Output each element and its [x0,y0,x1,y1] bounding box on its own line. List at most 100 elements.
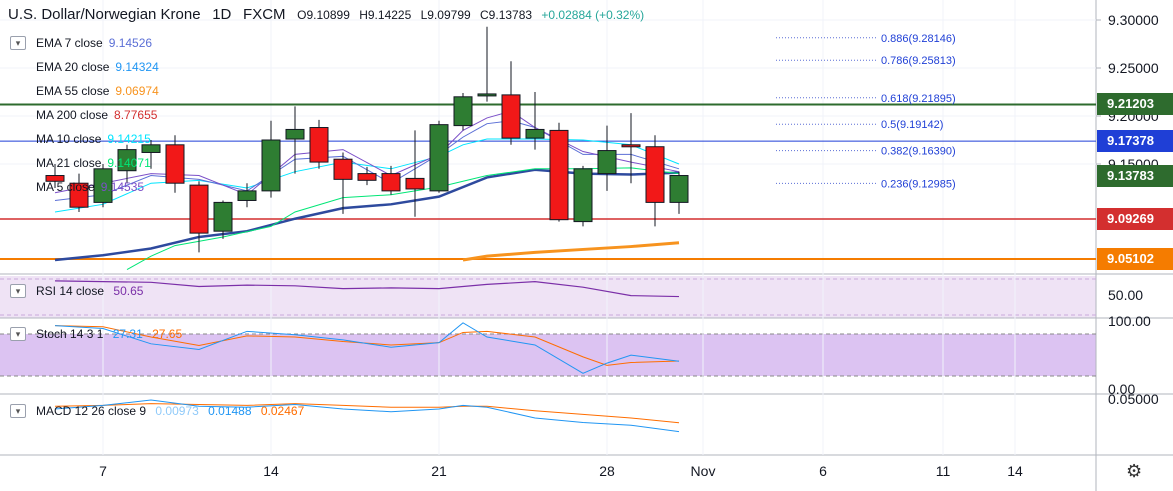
legend-label: MA 5 close [36,180,95,194]
fib-label: 0.886(9.28146) [881,33,956,45]
candle-body [117,149,137,172]
legend-value: 9.14526 [108,36,153,50]
candle-body [597,150,617,175]
candle-body [477,93,497,97]
legend-item[interactable]: MA 200 close 8.77655 [36,108,157,122]
rsi-band [0,276,1096,318]
legend-item[interactable]: MA 5 close 9.14535 [36,180,144,194]
candle-body [453,96,473,127]
price-tick-label: 9.25000 [1108,60,1159,76]
fib-label: 0.236(9.12985) [881,178,956,190]
data-source: FXCM [243,6,286,23]
stoch-label[interactable]: Stoch 14 3 1 27.31 27.65 [36,327,182,341]
candle-body [165,144,185,184]
close-value: C9.13783 [480,8,533,22]
candle-body [357,173,377,181]
stoch-k-value: 27.31 [112,327,143,341]
x-tick-label: 14 [1007,463,1023,479]
candle-body [549,129,569,221]
macd-signal-line [54,403,680,424]
rsi-title: RSI 14 close [36,284,105,298]
legend-value: 9.14324 [115,60,159,74]
price-tag: 9.05102 [1097,248,1173,271]
legend-label: MA 10 close [36,132,102,146]
macd-title: MACD 12 26 close 9 [36,404,147,418]
legend-value: 9.14535 [100,180,145,194]
fib-label: 0.618(9.21895) [881,93,956,105]
legend-value: 8.77655 [114,108,158,122]
legend-label: MA 200 close [36,108,109,122]
candle-body [573,168,593,223]
fib-label: 0.5(9.19142) [881,119,943,131]
candle-body [333,158,353,180]
stoch-title: Stoch 14 3 1 [36,327,104,341]
x-tick-label: 6 [819,463,827,479]
legend-label: EMA 20 close [36,60,110,74]
fib-label: 0.382(9.16390) [881,146,956,158]
ma-line [462,241,680,262]
candle-body [381,173,401,192]
legend-collapse-icon[interactable]: ▾ [10,36,26,50]
candle-body [525,128,545,139]
macd-label[interactable]: MACD 12 26 close 9 0.00973 0.01488 0.024… [36,404,304,418]
legend-item[interactable]: MA 21 close 9.14071 [36,156,151,170]
candle-body [237,190,257,201]
candle-body [669,175,689,203]
macd-line-value: 0.01488 [208,404,252,418]
x-tick-label: Nov [691,463,716,479]
candle-body [69,182,89,208]
symbol-name: U.S. Dollar/Norwegian Krone [8,6,201,23]
candle-body [309,127,329,163]
macd-collapse-icon[interactable]: ▾ [10,404,26,418]
stoch-tick-label: 100.00 [1108,313,1151,329]
candle-body [285,128,305,140]
x-tick-label: 21 [431,463,447,479]
interval[interactable]: 1D [212,6,232,23]
x-tick-label: 28 [599,463,615,479]
legend-item[interactable]: MA 10 close 9.14215 [36,132,151,146]
legend-value: 9.14215 [107,132,151,146]
candle-body [429,124,449,192]
candle-body [93,168,113,203]
x-tick-label: 14 [263,463,279,479]
x-tick-label: 7 [99,463,107,479]
chart-header: U.S. Dollar/Norwegian Krone 1D FXCM O9.1… [8,6,650,23]
candle-body [261,139,281,192]
settings-gear-icon[interactable]: ⚙ [1126,461,1143,481]
candle-body [141,144,161,153]
price-tag: 9.13783 [1097,164,1173,187]
macd-hist-value: 0.00973 [155,404,199,418]
price-tag: 9.21203 [1097,93,1173,116]
price-tag: 9.09269 [1097,208,1173,231]
legend-item[interactable]: EMA 7 close 9.14526 [36,36,152,50]
rsi-label[interactable]: RSI 14 close 50.65 [36,284,143,298]
stoch-collapse-icon[interactable]: ▾ [10,327,26,341]
high-value: H9.14225 [359,8,412,22]
candle-body [645,146,665,203]
stoch-d-value: 27.65 [152,327,183,341]
price-tick-label: 9.30000 [1108,12,1159,28]
legend-value: 9.06974 [115,84,159,98]
candle-body [621,144,641,148]
ohlc-readout: O9.10899 H9.14225 L9.09799 C9.13783 +0.0… [297,8,650,22]
candle-body [213,201,233,232]
stoch-d-line [54,325,680,366]
candle-body [501,94,521,139]
stoch-k-line [54,322,680,374]
legend-item[interactable]: EMA 55 close 9.06974 [36,84,159,98]
rsi-value: 50.65 [113,284,144,298]
legend-label: EMA 7 close [36,36,103,50]
rsi-tick-label: 50.00 [1108,287,1143,303]
macd-signal-value: 0.02467 [260,404,305,418]
change-value: +0.02884 (+0.32%) [541,8,645,22]
rsi-collapse-icon[interactable]: ▾ [10,284,26,298]
open-value: O9.10899 [297,8,350,22]
stoch-tick-label: 0.00 [1108,381,1135,397]
candle-body [189,184,209,234]
candle-body [45,175,65,182]
fib-label: 0.786(9.25813) [881,55,956,67]
legend-item[interactable]: EMA 20 close 9.14324 [36,60,159,74]
low-value: L9.09799 [420,8,471,22]
